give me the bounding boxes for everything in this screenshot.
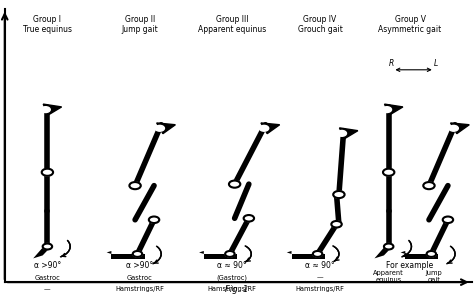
Text: Fig. 1: Fig. 1 xyxy=(225,285,249,294)
Text: Hamstrings/RF: Hamstrings/RF xyxy=(295,286,345,292)
Polygon shape xyxy=(451,123,469,134)
Circle shape xyxy=(382,107,392,113)
Polygon shape xyxy=(339,128,358,139)
Polygon shape xyxy=(33,247,51,258)
Text: Jump
gait: Jump gait xyxy=(425,270,442,283)
Text: Hamstrings/RF: Hamstrings/RF xyxy=(208,286,257,292)
Circle shape xyxy=(43,244,52,249)
Polygon shape xyxy=(401,251,405,254)
Text: R: R xyxy=(388,59,394,68)
Circle shape xyxy=(155,125,164,131)
Text: —: — xyxy=(317,275,323,281)
Circle shape xyxy=(225,251,235,257)
Circle shape xyxy=(443,217,453,223)
Circle shape xyxy=(259,125,269,131)
Circle shape xyxy=(41,107,50,113)
Text: Gastroc: Gastroc xyxy=(127,275,153,281)
Text: —: — xyxy=(44,286,51,292)
Circle shape xyxy=(384,244,393,249)
Text: Group II
Jump gait: Group II Jump gait xyxy=(121,15,158,34)
Polygon shape xyxy=(292,254,325,259)
Circle shape xyxy=(229,181,240,188)
Text: α >90°: α >90° xyxy=(126,261,154,270)
Polygon shape xyxy=(204,254,237,259)
Text: α ≈ 90°: α ≈ 90° xyxy=(218,261,247,270)
Text: α ≈ 90°: α ≈ 90° xyxy=(305,261,335,270)
Text: For example: For example xyxy=(386,261,434,270)
Text: Group I
True equinus: Group I True equinus xyxy=(23,15,72,34)
Circle shape xyxy=(313,251,322,257)
Circle shape xyxy=(449,125,458,131)
Polygon shape xyxy=(199,251,204,254)
Text: Hamstrings/RF: Hamstrings/RF xyxy=(115,286,164,292)
Text: Group V
Asymmetric gait: Group V Asymmetric gait xyxy=(378,15,442,34)
Polygon shape xyxy=(43,104,62,115)
Text: L: L xyxy=(434,59,438,68)
Polygon shape xyxy=(374,247,392,258)
Polygon shape xyxy=(261,123,280,134)
Circle shape xyxy=(149,217,159,223)
Circle shape xyxy=(244,215,254,222)
Text: (Gastroc): (Gastroc) xyxy=(217,275,248,281)
Circle shape xyxy=(129,182,141,189)
Polygon shape xyxy=(287,251,292,254)
Text: Group III
Apparent equinus: Group III Apparent equinus xyxy=(198,15,266,34)
Polygon shape xyxy=(111,254,145,259)
Circle shape xyxy=(42,169,53,176)
Polygon shape xyxy=(107,251,111,254)
Text: α >90°: α >90° xyxy=(34,261,61,270)
Circle shape xyxy=(333,191,345,198)
Circle shape xyxy=(427,251,436,257)
Circle shape xyxy=(383,169,394,176)
Polygon shape xyxy=(405,254,438,259)
Text: Group IV
Grouch gait: Group IV Grouch gait xyxy=(298,15,342,34)
Circle shape xyxy=(331,221,342,228)
Text: Apparent
equinus: Apparent equinus xyxy=(374,270,404,283)
Circle shape xyxy=(337,130,346,136)
Polygon shape xyxy=(384,104,403,115)
Text: Gastroc: Gastroc xyxy=(35,275,60,281)
Circle shape xyxy=(133,251,142,257)
Polygon shape xyxy=(157,123,175,134)
Circle shape xyxy=(423,182,435,189)
